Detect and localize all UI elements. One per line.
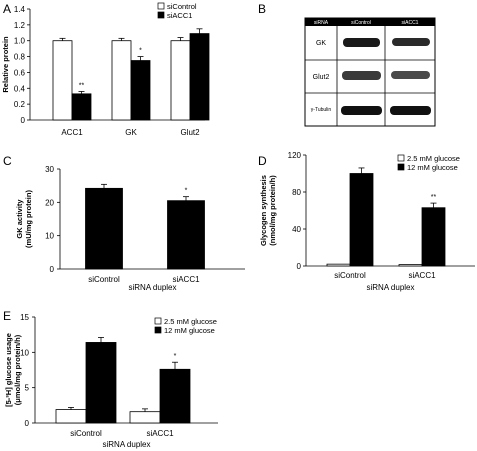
y-tick-label-e: 10: [20, 348, 29, 357]
x-tick-label-a: GK: [125, 128, 137, 137]
western-blot: siRNA siControl siACC1 GK Glut2 γ-Tubuli…: [304, 17, 436, 127]
band-gk-sicontrol: [343, 38, 380, 47]
legend-swatch-a: [157, 2, 165, 10]
x-tick-label-a: ACC1: [61, 128, 83, 137]
legend-label-e: 2.5 mM glucose: [164, 317, 217, 326]
legend-swatch-a: [157, 11, 165, 19]
x-tick-label-d: siACC1: [408, 271, 436, 280]
blot-row-label-tubulin: γ-Tubulin: [311, 107, 332, 113]
legend-label-e: 12 mM glucose: [164, 326, 215, 335]
panel-label-e: E: [3, 309, 11, 323]
bar-d-12-mm-glucose-siacc1: [421, 207, 446, 267]
y-tick-label-c: 10: [45, 232, 54, 241]
band-tubulin-siacc1: [390, 106, 431, 115]
y-tick-label-e: 0: [25, 419, 30, 428]
band-glut2-sicontrol: [342, 71, 381, 80]
x-axis-label-c: siRNA duplex: [128, 283, 176, 292]
bar-c-s0-siacc1: [167, 200, 205, 270]
bar-a-sicontrol-acc1: [52, 40, 73, 121]
bar-d-12-mm-glucose-sicontrol: [349, 173, 374, 267]
blot-header-sicontrol: siControl: [351, 20, 371, 26]
y-tick-label-a: 0.8: [14, 53, 26, 62]
x-tick-label-c: siACC1: [172, 275, 200, 284]
legend-label-a: siACC1: [167, 11, 192, 20]
band-gk-siacc1: [392, 38, 430, 46]
blot-header-siacc1: siACC1: [402, 20, 419, 26]
blot-header-siRNA: siRNA: [314, 20, 329, 26]
y-axis-label-d: (nmol/mg protein/h): [268, 175, 277, 246]
legend-swatch-e: [154, 317, 162, 325]
bar-e-12-mm-glucose-siacc1: [159, 368, 191, 424]
legend-swatch-e: [154, 326, 162, 334]
y-axis-label-d: Glycogen synthesis: [259, 175, 268, 246]
y-tick-label-a: 0.6: [14, 68, 26, 77]
x-axis-label-d: siRNA duplex: [366, 283, 414, 292]
y-tick-label-d: 80: [292, 188, 301, 197]
y-tick-label-a: 1.4: [14, 5, 26, 14]
legend-label-a: siControl: [167, 2, 197, 11]
panel-label-a: A: [3, 2, 11, 16]
y-tick-label-a: 1.2: [14, 21, 26, 30]
bar-e-12-mm-glucose-sicontrol: [85, 342, 117, 424]
bar-d-2-5-mm-glucose-siacc1: [398, 264, 423, 267]
bar-a-sicontrol-glut2: [170, 40, 191, 121]
y-axis-label-e: (μmol/mg protein/h): [13, 334, 22, 405]
y-tick-label-d: 0: [297, 262, 302, 271]
significance-mark-e: *: [174, 353, 177, 360]
bar-c-s0-sicontrol: [85, 187, 123, 270]
bar-a-sicontrol-gk: [111, 40, 132, 121]
y-tick-label-c: 30: [45, 165, 54, 174]
bar-a-siacc1-glut2: [189, 33, 210, 121]
bar-d-2-5-mm-glucose-sicontrol: [326, 263, 351, 267]
bar-a-siacc1-acc1: [71, 93, 92, 121]
significance-mark-c: *: [185, 188, 188, 195]
panel-label-b: B: [258, 2, 266, 16]
y-axis-label-c: GK activity: [15, 199, 24, 239]
y-tick-label-c: 0: [50, 265, 55, 274]
y-tick-label-a: 0.2: [14, 100, 26, 109]
legend-label-d: 12 mM glucose: [407, 163, 458, 172]
y-axis-label-c: (mU/mg protein): [24, 190, 33, 248]
significance-mark-a: *: [139, 48, 142, 55]
y-tick-label-a: 0: [21, 116, 26, 125]
blot-row-label-gk: GK: [316, 40, 326, 47]
y-tick-label-a: 0.4: [14, 84, 26, 93]
band-tubulin-sicontrol: [341, 106, 382, 115]
x-tick-label-d: siControl: [334, 271, 366, 280]
x-tick-label-c: siControl: [88, 275, 120, 284]
panel-label-d: D: [258, 154, 267, 168]
x-tick-label-e: siControl: [70, 429, 102, 438]
significance-mark-a: **: [79, 82, 85, 89]
y-tick-label-c: 20: [45, 198, 54, 207]
x-axis-label-e: siRNA duplex: [102, 440, 150, 449]
legend-label-d: 2.5 mM glucose: [407, 154, 460, 163]
legend-swatch-d: [397, 163, 405, 171]
y-tick-label-d: 120: [288, 151, 302, 160]
blot-row-label-glut2: Glut2: [313, 74, 330, 81]
bar-a-siacc1-gk: [130, 60, 151, 121]
bar-e-2-5-mm-glucose-siacc1: [129, 411, 161, 424]
y-tick-label-e: 5: [25, 384, 30, 393]
band-glut2-siacc1: [391, 71, 430, 79]
y-tick-label-e: 15: [20, 313, 29, 322]
y-axis-label-e: [5-³H] glucose usage: [4, 333, 13, 407]
significance-mark-d: **: [431, 194, 437, 201]
bar-e-2-5-mm-glucose-sicontrol: [55, 409, 87, 424]
legend-swatch-d: [397, 154, 405, 162]
y-axis-label-a: Relative protein: [1, 36, 10, 93]
panel-label-c: C: [3, 154, 12, 168]
blot-header-bar: [305, 18, 435, 26]
y-tick-label-a: 1.0: [14, 37, 26, 46]
y-tick-label-d: 40: [292, 225, 301, 234]
x-tick-label-e: siACC1: [146, 429, 174, 438]
x-tick-label-a: Glut2: [180, 128, 200, 137]
